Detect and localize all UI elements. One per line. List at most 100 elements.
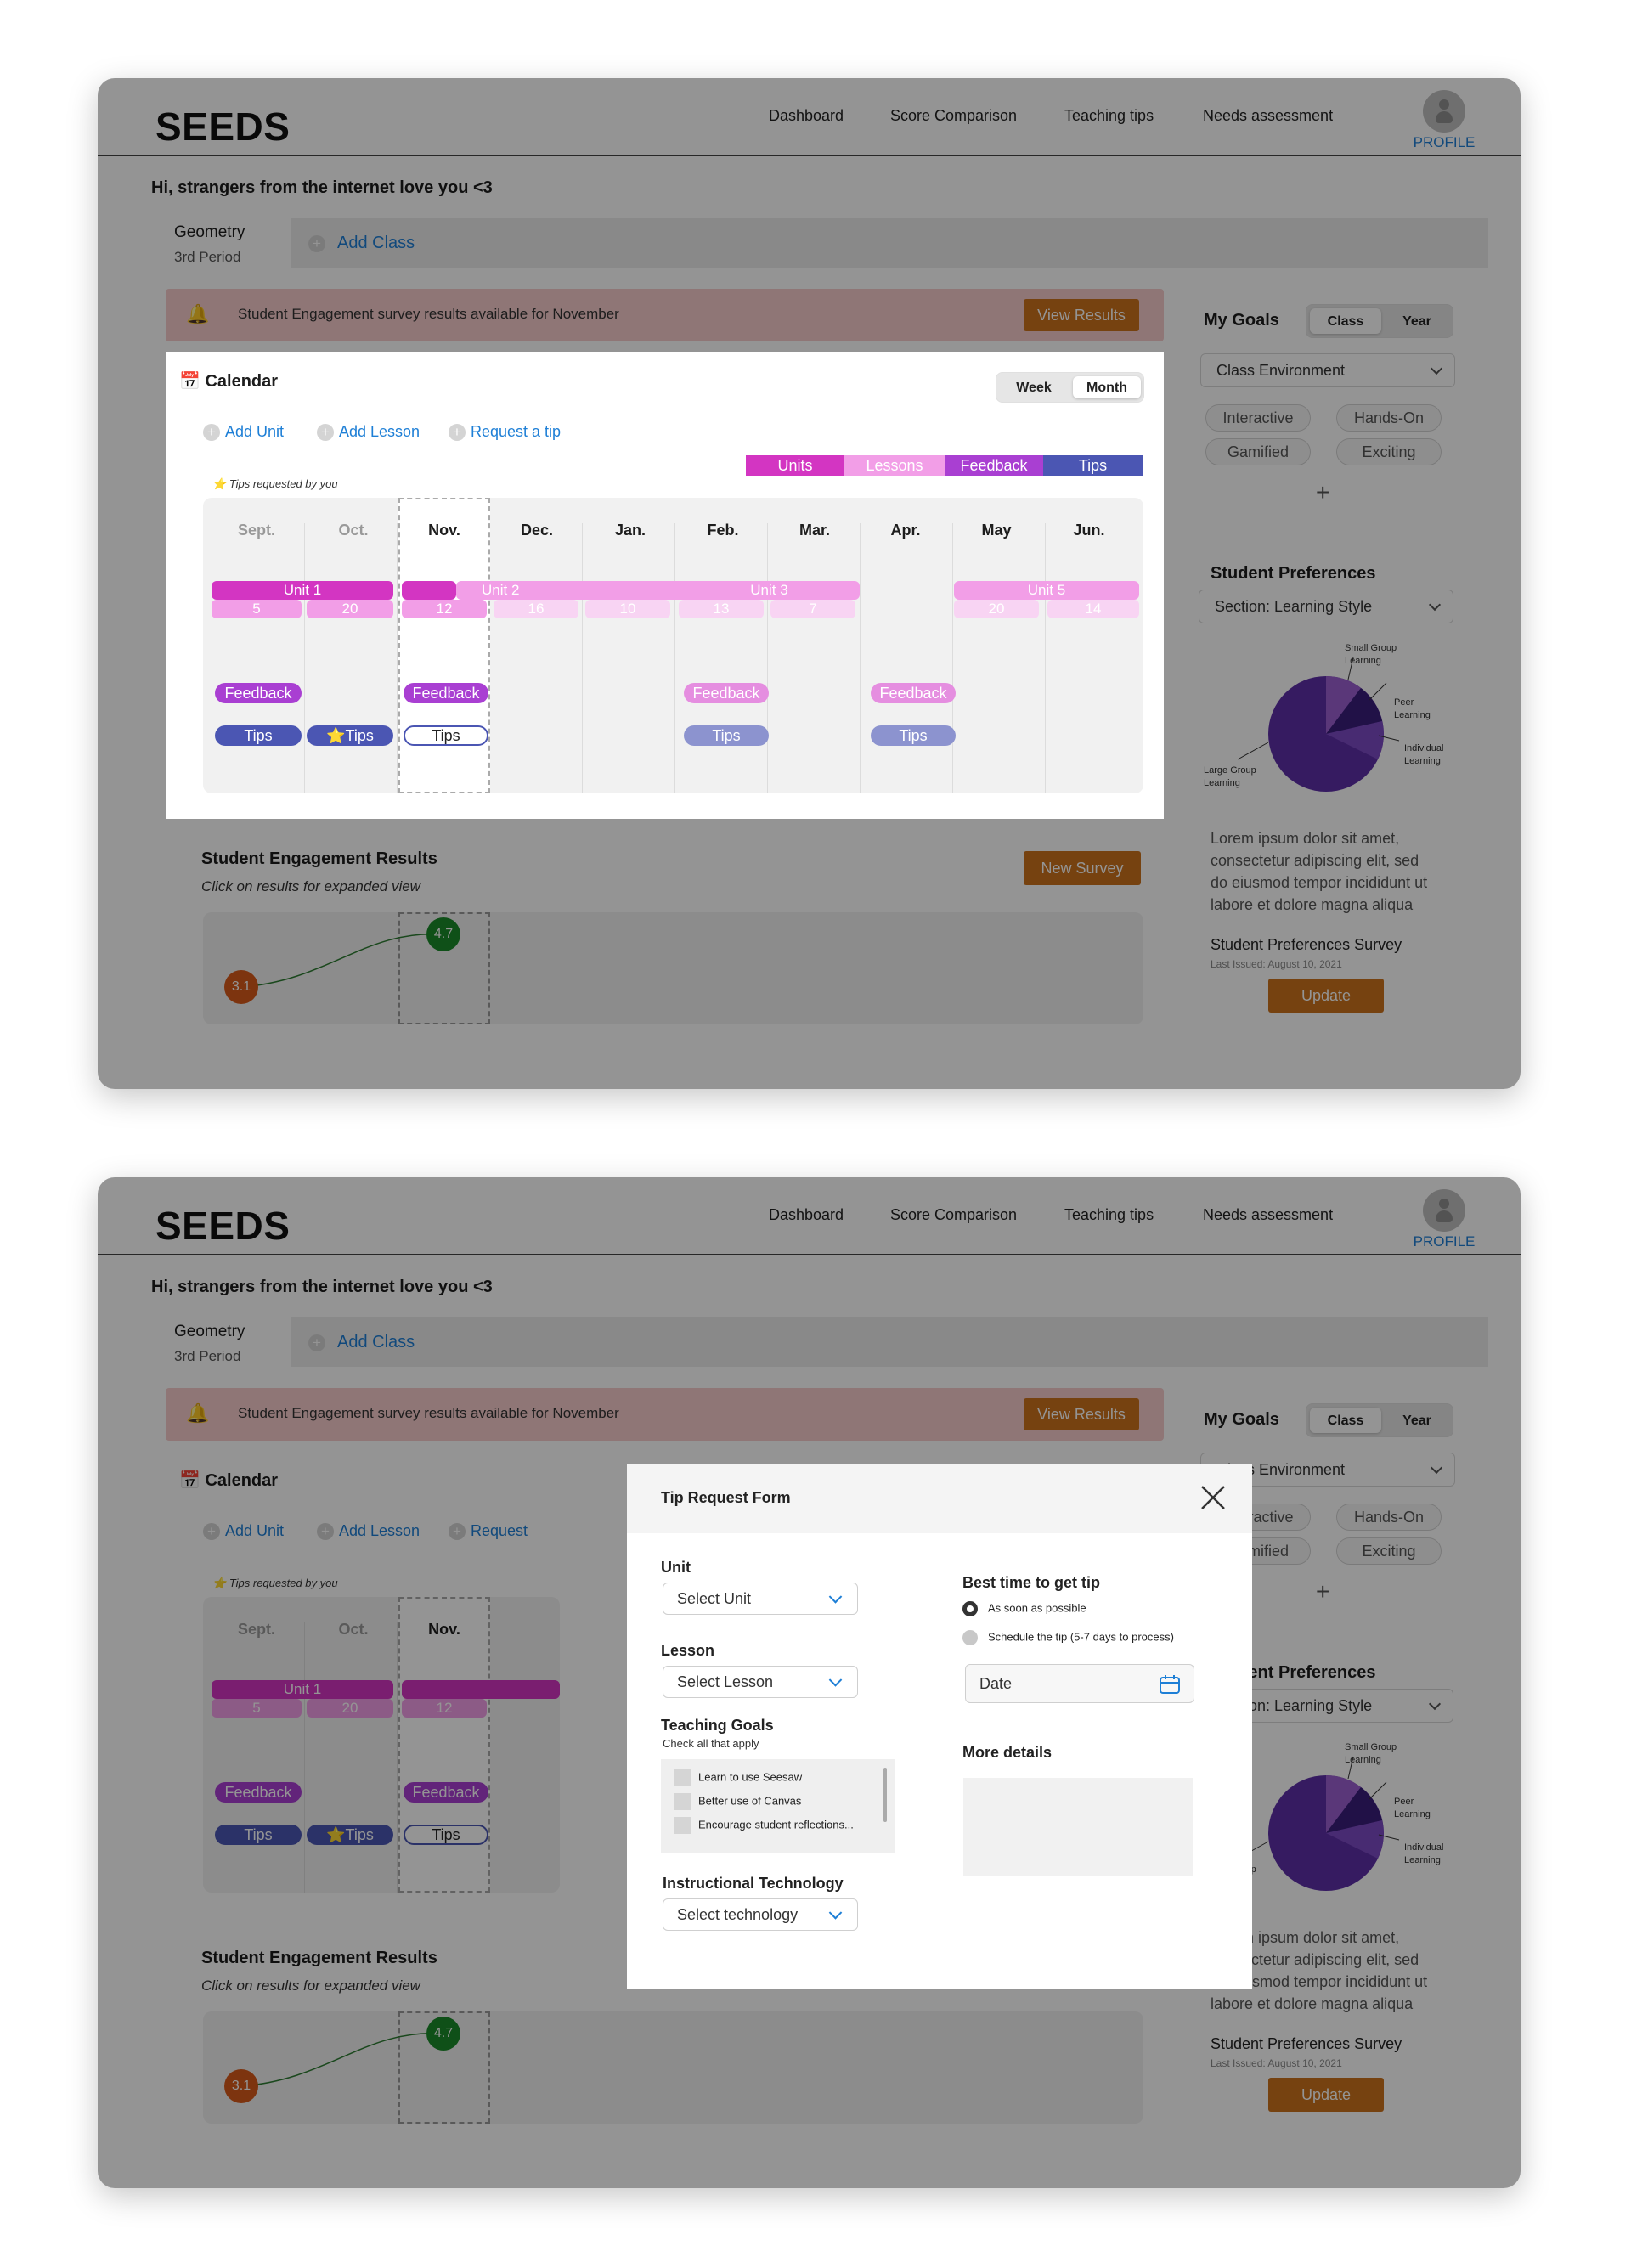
engagement-point[interactable]: 3.1 bbox=[224, 2069, 258, 2103]
lesson-bar[interactable]: 20 bbox=[307, 600, 393, 618]
goal-chip[interactable]: Gamified bbox=[1205, 438, 1311, 465]
nav-dashboard[interactable]: Dashboard bbox=[769, 107, 844, 124]
engagement-point[interactable]: 4.7 bbox=[426, 917, 460, 951]
nav-score-comparison[interactable]: Score Comparison bbox=[890, 1206, 1018, 1223]
lesson-bar[interactable]: 16 bbox=[494, 600, 578, 618]
class-tab-geometry[interactable]: Geometry 3rd Period bbox=[142, 218, 291, 273]
feedback-pill[interactable]: Feedback bbox=[871, 683, 956, 703]
month-oct[interactable]: Oct. bbox=[338, 1621, 369, 1638]
feedback-pill[interactable]: Feedback bbox=[215, 1782, 302, 1803]
scrollbar[interactable] bbox=[883, 1768, 887, 1822]
goal-checkbox[interactable]: Encourage student reflections... bbox=[674, 1817, 854, 1834]
lesson-bar[interactable]: 20 bbox=[954, 600, 1039, 618]
profile-button[interactable]: PROFILE bbox=[1397, 90, 1491, 151]
goal-checkbox[interactable]: Better use of Canvas bbox=[674, 1793, 801, 1810]
tech-select[interactable]: Select technology bbox=[663, 1898, 858, 1931]
new-survey-button[interactable]: New Survey bbox=[1024, 851, 1141, 885]
date-field[interactable]: Date bbox=[965, 1664, 1194, 1703]
class-tab-geometry[interactable]: Geometry 3rd Period bbox=[142, 1317, 291, 1372]
goal-chip[interactable]: Interactive bbox=[1205, 404, 1311, 432]
lesson-bar[interactable]: 20 bbox=[307, 1699, 393, 1718]
month-oct[interactable]: Oct. bbox=[338, 522, 369, 539]
month-apr[interactable]: Apr. bbox=[890, 522, 921, 539]
tips-pill-current[interactable]: Tips bbox=[404, 725, 488, 746]
nav-score-comparison[interactable]: Score Comparison bbox=[890, 107, 1018, 124]
goal-chip[interactable]: Hands-On bbox=[1336, 1504, 1442, 1531]
lesson-bar[interactable]: 7 bbox=[770, 600, 855, 618]
lesson-bar[interactable]: 13 bbox=[679, 600, 764, 618]
update-button[interactable]: Update bbox=[1268, 979, 1384, 1013]
lesson-bar[interactable]: 12 bbox=[402, 1699, 487, 1718]
unit-bar[interactable]: Unit 1 bbox=[212, 1680, 393, 1699]
tips-pill[interactable]: Tips bbox=[684, 725, 769, 746]
feedback-pill[interactable]: Feedback bbox=[404, 1782, 488, 1803]
goal-checkbox[interactable]: Learn to use Seesaw bbox=[674, 1769, 802, 1786]
view-results-button[interactable]: View Results bbox=[1024, 299, 1139, 331]
month-nov[interactable]: Nov. bbox=[428, 1621, 460, 1638]
month-feb[interactable]: Feb. bbox=[707, 522, 739, 539]
week-option[interactable]: Week bbox=[1016, 381, 1052, 395]
add-lesson-button[interactable]: + Add Lesson bbox=[317, 1522, 420, 1541]
add-unit-button[interactable]: + Add Unit bbox=[203, 1522, 284, 1541]
engagement-point[interactable]: 3.1 bbox=[224, 970, 258, 1004]
feedback-pill[interactable]: Feedback bbox=[684, 683, 769, 703]
lesson-select[interactable]: Select Lesson bbox=[663, 1666, 858, 1698]
tips-pill[interactable]: Tips bbox=[215, 725, 302, 746]
learning-style-pie-chart[interactable] bbox=[1187, 640, 1467, 810]
nav-dashboard[interactable]: Dashboard bbox=[769, 1206, 844, 1223]
feedback-pill[interactable]: Feedback bbox=[404, 683, 488, 703]
radio-asap[interactable]: As soon as possible bbox=[962, 1601, 1086, 1616]
goal-chip[interactable]: Exciting bbox=[1336, 1537, 1442, 1565]
lesson-bar[interactable]: 12 bbox=[402, 600, 487, 618]
month-dec[interactable]: Dec. bbox=[520, 522, 554, 539]
add-goal-button[interactable]: + bbox=[1316, 479, 1330, 505]
lesson-bar[interactable]: 5 bbox=[212, 600, 302, 618]
radio-schedule[interactable]: Schedule the tip (5-7 days to process) bbox=[962, 1630, 1174, 1645]
more-details-textarea[interactable] bbox=[963, 1778, 1193, 1876]
unit-select[interactable]: Select Unit bbox=[663, 1583, 858, 1615]
goals-select[interactable]: Class Environment bbox=[1200, 353, 1455, 387]
unit-bar[interactable]: Unit 2 bbox=[456, 581, 694, 600]
unit-bar[interactable]: Unit 3 bbox=[679, 581, 860, 600]
update-button[interactable]: Update bbox=[1268, 2078, 1384, 2112]
request-tip-button[interactable]: + Request a tip bbox=[449, 423, 561, 442]
lesson-bar[interactable]: 10 bbox=[585, 600, 670, 618]
add-class-button[interactable]: + Add Class bbox=[308, 234, 415, 253]
add-class-button[interactable]: + Add Class bbox=[308, 1333, 415, 1352]
request-tip-button[interactable]: + Request bbox=[449, 1522, 528, 1541]
tips-pill-starred[interactable]: ⭐Tips bbox=[307, 725, 393, 746]
month-mar[interactable]: Mar. bbox=[799, 522, 831, 539]
preferences-select[interactable]: Section: Learning Style bbox=[1199, 590, 1453, 623]
calendar-icon[interactable] bbox=[1160, 1675, 1180, 1694]
nav-teaching-tips[interactable]: Teaching tips bbox=[1064, 107, 1154, 124]
lesson-bar[interactable]: 5 bbox=[212, 1699, 302, 1718]
tips-pill[interactable]: Tips bbox=[215, 1825, 302, 1845]
add-goal-button[interactable]: + bbox=[1316, 1578, 1330, 1605]
unit-bar[interactable]: Unit 1 bbox=[212, 581, 393, 600]
learning-style-pie-chart[interactable] bbox=[1187, 1740, 1467, 1910]
tips-pill-starred[interactable]: ⭐Tips bbox=[307, 1825, 393, 1845]
class-option[interactable]: Class bbox=[1310, 308, 1381, 334]
month-option[interactable]: Month bbox=[1073, 376, 1141, 398]
month-jun[interactable]: Jun. bbox=[1073, 522, 1105, 539]
month-sept[interactable]: Sept. bbox=[237, 522, 275, 539]
nav-needs-assessment[interactable]: Needs assessment bbox=[1203, 1206, 1334, 1223]
unit-bar[interactable]: Unit 5 bbox=[954, 581, 1139, 600]
goal-chip[interactable]: Hands-On bbox=[1336, 404, 1442, 432]
class-option[interactable]: Class bbox=[1310, 1408, 1381, 1433]
add-lesson-button[interactable]: + Add Lesson bbox=[317, 423, 420, 442]
month-sept[interactable]: Sept. bbox=[237, 1621, 275, 1638]
tips-pill[interactable]: Tips bbox=[871, 725, 956, 746]
year-option[interactable]: Year bbox=[1402, 1413, 1431, 1428]
nav-needs-assessment[interactable]: Needs assessment bbox=[1203, 107, 1334, 124]
lesson-bar[interactable]: 14 bbox=[1047, 600, 1139, 618]
add-unit-button[interactable]: + Add Unit bbox=[203, 423, 284, 442]
year-option[interactable]: Year bbox=[1402, 314, 1431, 329]
month-nov[interactable]: Nov. bbox=[428, 522, 460, 539]
feedback-pill[interactable]: Feedback bbox=[215, 683, 302, 703]
engagement-point[interactable]: 4.7 bbox=[426, 2017, 460, 2051]
close-icon[interactable] bbox=[1199, 1484, 1227, 1511]
engagement-chart[interactable]: 3.1 4.7 bbox=[203, 2011, 1143, 2124]
month-may[interactable]: May bbox=[981, 522, 1012, 539]
month-jan[interactable]: Jan. bbox=[614, 522, 646, 539]
